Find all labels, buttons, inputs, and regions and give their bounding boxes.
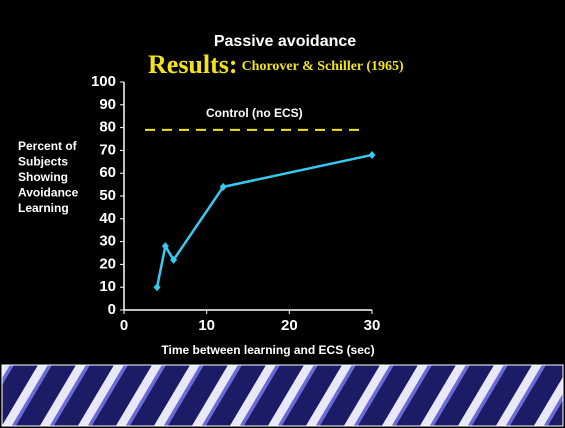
- subtitle-lead: Results:: [148, 50, 238, 79]
- y-tick-label: 20: [99, 255, 116, 272]
- y-axis-label: Avoidance: [18, 186, 79, 200]
- y-axis-label: Subjects: [18, 155, 68, 169]
- y-axis-label: Learning: [18, 201, 69, 215]
- chart-title: Passive avoidance: [214, 33, 356, 50]
- y-tick-label: 50: [99, 187, 116, 204]
- y-tick-label: 100: [91, 73, 116, 90]
- y-tick-label: 40: [99, 210, 116, 227]
- y-tick-label: 10: [99, 278, 116, 295]
- y-tick-label: 0: [108, 301, 116, 318]
- x-tick-label: 20: [281, 317, 298, 334]
- x-tick-label: 30: [364, 317, 381, 334]
- x-axis-label: Time between learning and ECS (sec): [161, 343, 374, 357]
- reference-label: Control (no ECS): [206, 106, 303, 120]
- subtitle-source: Chorover & Schiller (1965): [242, 59, 404, 74]
- x-tick-label: 0: [120, 317, 128, 334]
- y-tick-label: 70: [99, 141, 116, 158]
- slide: Passive avoidance Results: Chorover & Sc…: [0, 0, 565, 428]
- y-axis-label: Percent of: [18, 139, 78, 153]
- y-tick-label: 60: [99, 164, 116, 181]
- y-tick-label: 30: [99, 233, 116, 250]
- y-tick-label: 80: [99, 119, 116, 136]
- y-tick-label: 90: [99, 96, 116, 113]
- y-axis-label: Showing: [18, 170, 68, 184]
- stripe-band: [2, 365, 563, 426]
- x-tick-label: 10: [198, 317, 215, 334]
